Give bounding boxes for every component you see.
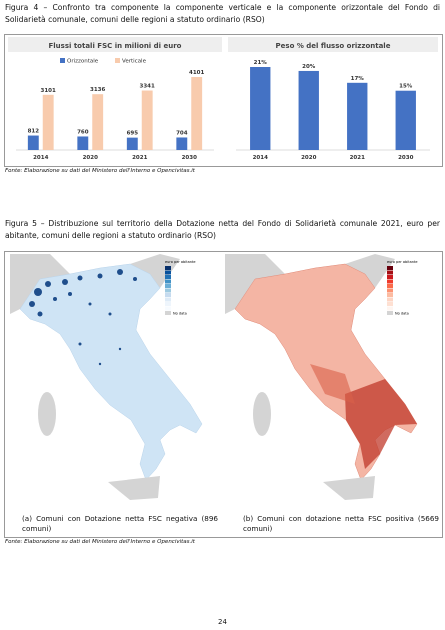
island xyxy=(253,392,271,436)
neighbor-country xyxy=(225,254,395,314)
legend-title: euro per abitante xyxy=(387,260,418,264)
chart-title-band xyxy=(228,37,438,52)
x-tick-label: 2020 xyxy=(301,155,316,161)
bar xyxy=(141,90,153,150)
legend-swatch xyxy=(387,293,393,297)
map-legend: euro per abitante No data xyxy=(387,260,418,316)
data-label: 3136 xyxy=(90,87,105,93)
figure-caption: Figura 5 – Distribuzione sul territorio … xyxy=(5,219,440,240)
legend-title: euro per abitante xyxy=(165,260,196,264)
bar xyxy=(27,135,39,150)
region-area xyxy=(19,263,203,481)
legend-swatch xyxy=(165,279,171,284)
data-label: 3341 xyxy=(140,84,155,90)
legend-swatch xyxy=(165,270,171,275)
figure-frame xyxy=(4,34,443,167)
legend-swatch xyxy=(165,311,171,315)
legend-swatch xyxy=(387,297,393,302)
bar xyxy=(42,94,54,150)
x-tick-label: 2014 xyxy=(253,155,268,161)
source-note: Fonte: Elaborazione su dati del Minister… xyxy=(5,168,195,174)
bar xyxy=(77,136,89,150)
highlight-cluster xyxy=(29,269,137,366)
bar xyxy=(176,137,188,150)
legend-swatch xyxy=(387,288,393,293)
bar xyxy=(92,94,104,150)
bar xyxy=(347,82,368,150)
island xyxy=(108,476,160,500)
data-label: 695 xyxy=(127,131,139,137)
legend-label: No data xyxy=(173,312,187,316)
legend-swatch xyxy=(165,297,171,302)
data-label: 812 xyxy=(28,129,40,135)
x-tick-label: 2030 xyxy=(398,155,413,161)
map-legend: euro per abitante No data xyxy=(165,260,196,316)
x-tick-label: 2020 xyxy=(83,155,98,161)
bar xyxy=(126,137,138,150)
figure-frame xyxy=(4,251,443,538)
legend-swatch xyxy=(387,270,393,275)
data-label: 4101 xyxy=(189,70,204,76)
data-label: 21% xyxy=(254,60,268,66)
map-b xyxy=(225,254,418,500)
data-label: 760 xyxy=(77,129,89,135)
legend-label: No data xyxy=(395,312,409,316)
x-tick-label: 2021 xyxy=(132,155,147,161)
legend-swatch xyxy=(115,58,120,63)
data-label: 3101 xyxy=(41,88,56,94)
mid-value-area xyxy=(310,364,355,404)
legend-swatch xyxy=(60,58,65,63)
legend-swatch xyxy=(387,284,393,288)
chart: Peso % del flusso orizzontale 2014 21% 2020… xyxy=(228,37,438,161)
legend-swatch xyxy=(387,311,393,315)
legend-swatch xyxy=(387,266,393,270)
figure-caption: Figura 4 – Confronto tra componente la c… xyxy=(5,3,440,24)
high-value-area xyxy=(345,379,417,469)
data-label: 15% xyxy=(399,84,413,90)
legend-swatch xyxy=(165,302,171,306)
bar xyxy=(191,77,203,150)
island xyxy=(38,392,56,436)
chart-title: Peso % del flusso orizzontale xyxy=(276,42,391,50)
legend-swatch xyxy=(165,284,171,288)
legend-swatch xyxy=(387,306,393,311)
x-tick-label: 2021 xyxy=(350,155,365,161)
legend-swatch xyxy=(387,275,393,279)
x-tick-label: 2030 xyxy=(182,155,197,161)
legend-label: Orizzontale xyxy=(67,59,99,65)
data-label: 704 xyxy=(176,130,188,136)
panel-caption: (b) Comuni con dotazione netta FSC posit… xyxy=(243,514,439,533)
bar xyxy=(250,67,271,150)
bar xyxy=(298,70,319,150)
legend-label: Verticale xyxy=(122,59,147,65)
source-note: Fonte: Elaborazione su dati del Minister… xyxy=(5,539,195,545)
legend-swatch xyxy=(165,293,171,297)
legend-swatch xyxy=(165,288,171,293)
maps: euro per abitante No data euro per abita… xyxy=(10,254,418,500)
chart: Flussi totali FSC in milioni di euro Oriz… xyxy=(8,37,222,161)
chart-title-band xyxy=(8,37,222,52)
bar xyxy=(395,90,416,150)
island xyxy=(323,476,375,500)
page-number: 24 xyxy=(218,618,227,626)
neighbor-country xyxy=(10,254,180,314)
legend-swatch xyxy=(165,306,171,311)
x-tick-label: 2014 xyxy=(33,155,48,161)
legend-swatch xyxy=(387,279,393,284)
data-label: 17% xyxy=(351,76,365,82)
chart-title: Flussi totali FSC in milioni di euro xyxy=(49,42,182,50)
legend-swatch xyxy=(387,302,393,306)
legend-swatch xyxy=(165,275,171,279)
data-label: 20% xyxy=(302,64,316,70)
legend-swatch xyxy=(165,266,171,270)
panel-caption: (a) Comuni con Dotazione netta FSC negat… xyxy=(22,514,218,533)
map-a xyxy=(10,254,203,500)
